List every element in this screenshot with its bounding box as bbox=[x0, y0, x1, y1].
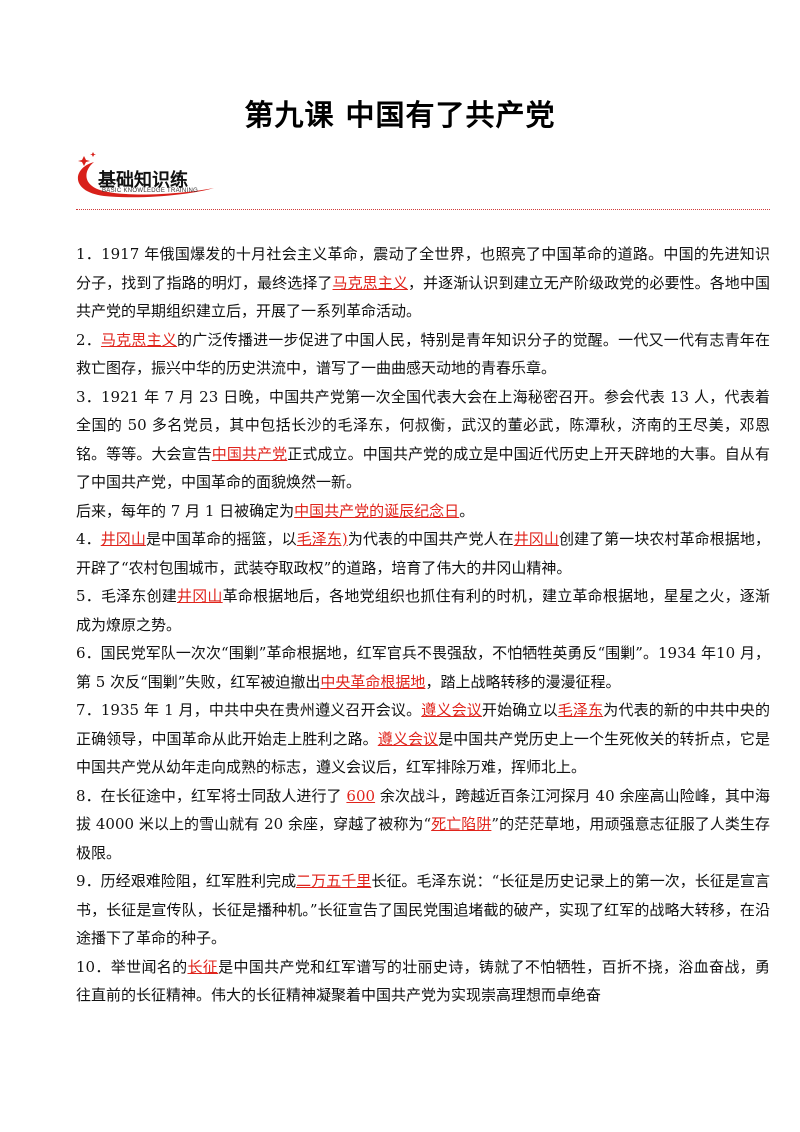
key-term: 600 bbox=[346, 786, 376, 805]
knowledge-item: 1．1917 年俄国爆发的十月社会主义革命，震动了全世界，也照亮了中国革命的道路… bbox=[76, 240, 770, 326]
text-segment: 革命根据地后，各地党组织也抓住有利的时机，建立革命根据地，星星之火，逐渐成为燎原… bbox=[76, 587, 770, 634]
text-segment: 创建了第一块农村革命根据地，开辟了“农村包围城市，武装夺取政权”的道路，培育了伟… bbox=[76, 530, 770, 577]
key-term: 马克思主义 bbox=[100, 330, 178, 349]
text-segment: 4． bbox=[76, 530, 101, 548]
text-segment: 开始确立以 bbox=[481, 701, 558, 719]
text-segment: 8．在长征途中，红军将士同敌人进行了 bbox=[76, 786, 347, 805]
text-segment: 9．历经艰难险阻，红军胜利完成 bbox=[76, 872, 297, 890]
key-term: 中央革命根据地 bbox=[320, 672, 426, 691]
page-title: 第九课 中国有了共产党 bbox=[244, 98, 556, 132]
text-segment: ”的茫茫草地，用顽强意志征服了人类生存极限。 bbox=[76, 815, 770, 862]
key-term: 井冈山 bbox=[100, 530, 146, 548]
text-segment: 6．国民党军队一次次“围剿”革命根据地，红军官兵不畏强敌，不怕牺牲英勇反“围剿”… bbox=[76, 644, 770, 691]
text-segment: ，并逐渐认识到建立无产阶级政党的必要性。各地中国共产党的早期组织建立后，开展了一… bbox=[76, 273, 770, 321]
key-term: 毛泽东) bbox=[296, 530, 348, 548]
badge-label: 基础知识练 bbox=[98, 170, 188, 191]
key-term: 井冈山 bbox=[513, 530, 559, 548]
key-term: 中国共产党 bbox=[211, 444, 288, 463]
text-segment: 后来，每年的 7 月 1 日被确定为 bbox=[76, 501, 295, 520]
key-term: 井冈山 bbox=[177, 587, 223, 605]
key-term: 二万五千里 bbox=[296, 872, 372, 890]
key-term: 死亡陷阱 bbox=[431, 815, 492, 833]
text-segment: ，踏上战略转移的漫漫征程。 bbox=[425, 672, 621, 691]
knowledge-item: 7．1935 年 1 月，中共中央在贵州遵义召开会议。遵义会议开始确立以毛泽东为… bbox=[76, 696, 770, 782]
text-segment: 7．1935 年 1 月，中共中央在贵州遵义召开会议。 bbox=[76, 701, 422, 719]
knowledge-item: 8．在长征途中，红军将士同敌人进行了 600 余次战斗，跨越近百条江河探月 40… bbox=[76, 782, 770, 868]
text-segment: 。 bbox=[459, 501, 475, 520]
badge-subtitle: BASIC KNOWLEDGE TRAINING bbox=[102, 188, 199, 194]
text-segment: 3．1921 年 7 月 23 日晚，中国共产党第一次全国代表大会在上海秘密召开… bbox=[76, 387, 770, 463]
knowledge-item: 后来，每年的 7 月 1 日被确定为中国共产党的诞辰纪念日。 bbox=[76, 497, 770, 526]
key-term: 长征 bbox=[187, 957, 219, 976]
key-term: 中国共产党的诞辰纪念日 bbox=[294, 501, 460, 520]
section-badge: 基础知识练 BASIC KNOWLEDGE TRAINING bbox=[64, 148, 224, 202]
text-segment: 是中国革命的摇篮，以 bbox=[145, 530, 297, 548]
text-segment: 为代表的中国共产党人在 bbox=[347, 530, 514, 548]
knowledge-item: 3．1921 年 7 月 23 日晚，中国共产党第一次全国代表大会在上海秘密召开… bbox=[76, 383, 770, 497]
text-segment: 10．举世闻名的 bbox=[76, 957, 188, 976]
knowledge-item: 6．国民党军队一次次“围剿”革命根据地，红军官兵不畏强敌，不怕牺牲英勇反“围剿”… bbox=[76, 639, 770, 696]
knowledge-list: 1．1917 年俄国爆发的十月社会主义革命，震动了全世界，也照亮了中国革命的道路… bbox=[76, 240, 770, 1010]
text-segment: 1．1917 年俄国爆发的十月社会主义革命，震动了全世界，也照亮了中国革命的道路… bbox=[76, 245, 770, 292]
text-segment: 正式成立。中国共产党的成立是中国近代历史上开天辟地的大事。自从有了中国共产党，中… bbox=[76, 444, 770, 492]
key-term: 遵义会议 bbox=[421, 701, 482, 719]
knowledge-item: 9．历经艰难险阻，红军胜利完成二万五千里长征。毛泽东说：“长征是历史记录上的第一… bbox=[76, 867, 770, 953]
key-term: 遵义会议 bbox=[377, 729, 439, 748]
text-segment: 5．毛泽东创建 bbox=[76, 587, 178, 605]
text-segment: 余次战斗，跨越近百条江河探月 40 余座高山险峰，其中海拔 4000 米以上的雪… bbox=[76, 786, 770, 834]
key-term: 毛泽东 bbox=[557, 701, 604, 719]
text-segment: 2． bbox=[76, 330, 101, 349]
text-segment: 长征。毛泽东说：“长征是历史记录上的第一次，长征是宣言书，长征是宣传队，长征是播… bbox=[76, 872, 770, 947]
knowledge-item: 10．举世闻名的长征是中国共产党和红军谱写的壮丽史诗，铸就了不怕牺牲，百折不挠，… bbox=[76, 953, 770, 1010]
text-segment: 是中国共产党历史上一个生死攸关的转折点，它是中国共产党从幼年走向成熟的标志，遵义… bbox=[76, 729, 770, 777]
text-segment: 的广泛传播进一步促进了中国人民，特别是青年知识分子的觉醒。一代又一代有志青年在救… bbox=[76, 330, 770, 378]
knowledge-item: 2．马克思主义的广泛传播进一步促进了中国人民，特别是青年知识分子的觉醒。一代又一… bbox=[76, 326, 770, 383]
knowledge-item: 4．井冈山是中国革命的摇篮，以毛泽东)为代表的中国共产党人在井冈山创建了第一块农… bbox=[76, 525, 770, 582]
section-divider bbox=[76, 209, 770, 210]
badge-swoosh-icon bbox=[77, 152, 214, 198]
text-segment: 为代表的新的中共中央的正确领导，中国革命从此开始走上胜利之路。 bbox=[76, 701, 770, 748]
knowledge-item: 5．毛泽东创建井冈山革命根据地后，各地党组织也抓住有利的时机，建立革命根据地，星… bbox=[76, 582, 770, 639]
key-term: 马克思主义 bbox=[332, 273, 408, 292]
text-segment: 是中国共产党和红军谱写的壮丽史诗，铸就了不怕牺牲，百折不挠，浴血奋战，勇往直前的… bbox=[76, 957, 770, 1005]
